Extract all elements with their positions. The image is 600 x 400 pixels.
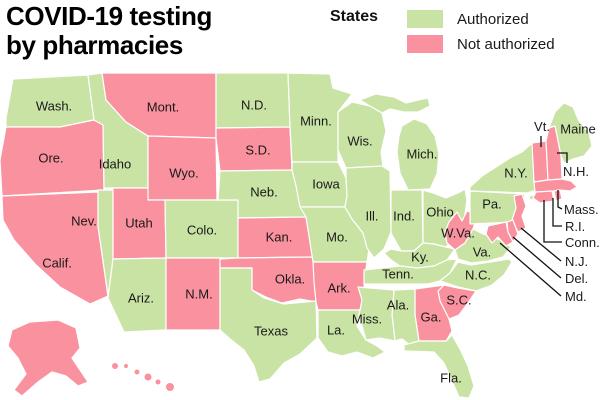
callout-line-md [499,242,562,297]
state-label-sc: S.C. [446,293,471,308]
state-label-ind: Ind. [393,209,415,224]
state-label-wva: W.Va. [441,226,475,241]
state-label-sd: S.D. [245,143,270,158]
state-ariz [107,257,167,333]
legend-label-authorized: Authorized [457,11,529,28]
state-fla [403,334,475,399]
state-label-kan: Kan. [266,230,293,245]
callout-line-nj [520,227,562,262]
callout-label-conn: Conn. [565,235,600,250]
state-calif [1,191,109,305]
state-label-ky: Ky. [411,250,429,265]
callout-label-ri: R.I. [565,219,585,234]
state-la [317,309,386,359]
state-label-tenn: Tenn. [382,267,414,282]
state-label-colo: Colo. [187,223,217,238]
state-label-utah: Utah [125,216,152,231]
callout-line-ri [552,198,562,227]
chart-title: COVID-19 testing by pharmacies [6,2,212,60]
state-label-nm: N.M. [185,287,212,302]
state-ill [344,165,392,259]
state-label-nc: N.C. [465,268,491,283]
callout-label-mass: Mass. [564,202,599,217]
state-label-wyo: Wyo. [169,166,199,181]
state-alaska [7,319,89,397]
state-label-calif: Calif. [42,256,72,271]
state-label-idaho: Idaho [99,157,132,172]
state-label-iowa: Iowa [312,177,340,192]
state-label-ohio: Ohio [426,205,453,220]
callout-label-nj: N.J. [565,254,588,269]
callout-label-md: Md. [565,289,587,304]
callout-line-del [512,236,562,279]
legend-title: States [330,8,379,25]
callout-label-vt: Vt. [534,119,550,134]
state-label-mich: Mich. [406,147,437,162]
state-tenn [363,258,458,285]
state-label-maine: Maine [560,122,595,137]
state-conn [532,190,555,204]
chart-title-line2: by pharmacies [6,30,183,60]
state-label-texas: Texas [254,324,288,339]
callout-line-mass [557,190,563,210]
state-label-nev: Nev. [71,214,97,229]
state-label-minn: Minn. [300,114,332,129]
state-label-ariz: Ariz. [128,291,154,306]
callout-line-nh [557,152,568,163]
legend-label-not-authorized: Not authorized [457,36,555,53]
state-label-va: Va. [473,245,492,260]
state-label-la: La. [327,323,345,338]
state-nc [439,258,513,292]
legend-swatch-authorized [407,10,443,28]
callout-label-del: Del. [565,271,588,286]
state-label-ark: Ark. [327,281,350,296]
state-label-fla: Fla. [440,371,462,386]
state-label-mo: Mo. [326,230,348,245]
state-mass [533,178,578,193]
state-label-mont: Mont. [147,100,180,115]
callout-line-conn [543,200,562,243]
state-hawaii-island-5 [166,383,174,391]
state-label-miss: Miss. [352,312,382,327]
state-label-wis: Wis. [347,134,372,149]
state-label-ore: Ore. [38,151,63,166]
state-hawaii-island-0 [112,363,118,369]
state-hawaii-island-2 [134,369,140,375]
state-mich [396,118,440,191]
chart-title-line1: COVID-19 testing [6,1,212,31]
state-miss [357,286,396,342]
state-wis [337,101,387,169]
state-label-ny: N.Y. [504,166,528,181]
state-hawaii-island-1 [124,364,128,368]
state-label-ill: Ill. [366,209,379,224]
legend-swatch-not-authorized [407,35,443,53]
state-md [485,221,514,247]
state-hawaii-island-4 [155,379,161,385]
state-hawaii-island-3 [144,373,152,381]
state-label-wash: Wash. [36,99,72,114]
state-mich_up [359,93,431,114]
state-nj [511,193,527,233]
callout-label-nh: N.H. [563,164,589,179]
state-vt [531,140,549,183]
state-label-nd: N.D. [241,98,267,113]
state-texas [219,267,318,383]
state-label-ga: Ga. [421,310,442,325]
state-label-pa: Pa. [482,197,502,212]
state-label-neb: Neb. [250,185,277,200]
state-label-okla: Okla. [275,272,305,287]
state-label-ala: Ala. [387,298,409,313]
